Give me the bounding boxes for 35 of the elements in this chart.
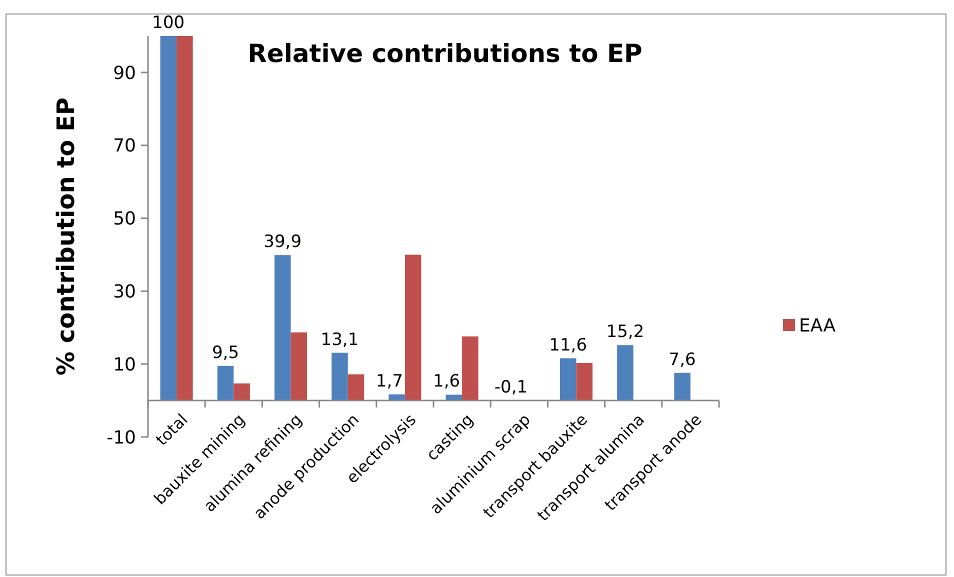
- bar: [576, 362, 593, 401]
- bar: [332, 352, 348, 401]
- data-label: 1,6: [433, 372, 460, 392]
- legend-label: EAA: [799, 315, 836, 336]
- bar: [290, 332, 308, 401]
- data-label: -0,1: [494, 378, 528, 398]
- bar: [388, 394, 405, 401]
- bar: [176, 36, 193, 401]
- y-tick-label: 10: [113, 354, 136, 376]
- data-label: 100: [152, 13, 185, 33]
- bar: [462, 336, 478, 401]
- bar: [274, 255, 291, 401]
- data-label: 1,7: [376, 371, 403, 392]
- data-label: 7,6: [668, 350, 696, 370]
- bar: [446, 394, 462, 401]
- y-tick-label: 30: [113, 281, 136, 302]
- data-label: 15,2: [606, 322, 644, 342]
- y-tick-label: -10: [106, 427, 136, 448]
- bar: [234, 383, 250, 401]
- y-tick-label: 70: [113, 136, 136, 157]
- y-tick-label: 50: [113, 208, 136, 230]
- chart-title: Relative contributions to EP: [248, 39, 642, 68]
- data-label: 9,5: [212, 342, 240, 363]
- y-axis-title: % contribution to EP: [52, 98, 80, 376]
- bar: [404, 254, 422, 401]
- bar: [217, 366, 234, 401]
- bar: [674, 372, 690, 401]
- data-label: 39,9: [264, 232, 302, 252]
- y-tick-label: 90: [113, 62, 136, 84]
- data-label: 11,6: [549, 335, 588, 356]
- bar: [560, 358, 576, 401]
- data-label: 13,1: [320, 330, 359, 350]
- bar: [160, 36, 177, 401]
- bar: [348, 374, 364, 401]
- bar: [617, 345, 634, 401]
